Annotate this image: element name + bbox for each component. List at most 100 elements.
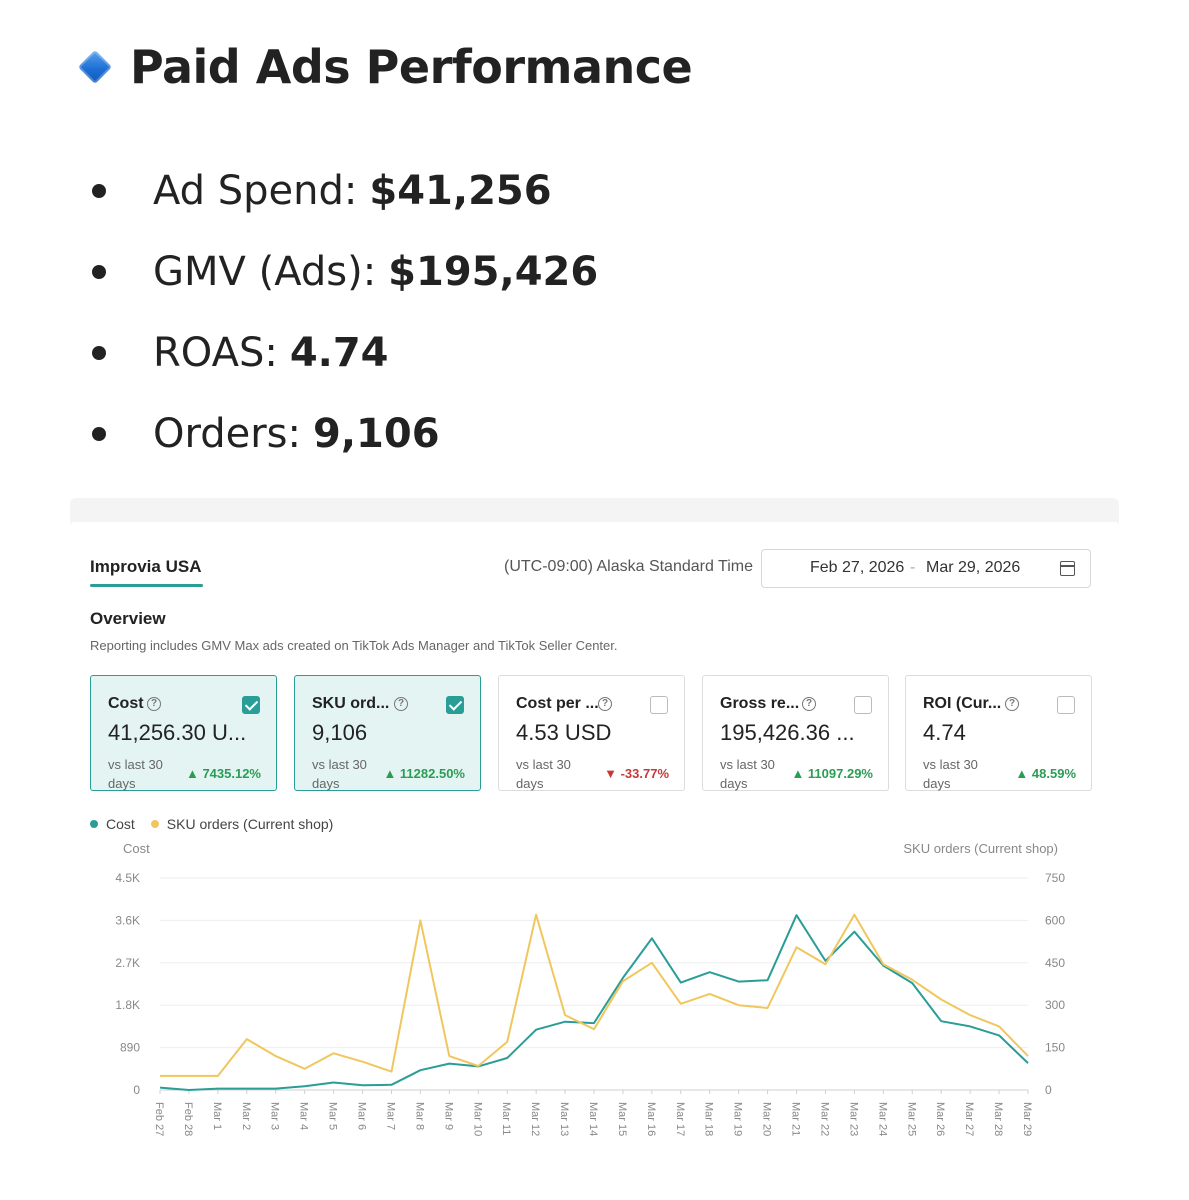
metric-card-gross-revenue[interactable]: Gross re... ? 195,426.36 ... vs last 30 … (702, 675, 889, 791)
series-line-sku-orders (160, 913, 1029, 1077)
legend-dot-icon (150, 820, 159, 828)
x-tick-label: Mar 19 (732, 1102, 744, 1136)
calendar-icon[interactable] (1060, 561, 1075, 576)
bullet-label: GMV (Ads): (153, 248, 377, 295)
dashboard-panel (70, 522, 1119, 1200)
x-tick-label: Mar 27 (963, 1102, 975, 1136)
bullet-value: 9,106 (313, 410, 440, 457)
page-title: Paid Ads Performance (130, 40, 693, 94)
bullet-label: Ad Spend: (153, 167, 358, 214)
metric-card-cost[interactable]: Cost ? 41,256.30 U... vs last 30 days ▲ … (90, 675, 277, 791)
bullet-label: Orders: (153, 410, 301, 457)
x-tick-label: Mar 8 (413, 1102, 425, 1130)
x-tick-label: Mar 2 (240, 1102, 252, 1130)
x-tick-label: Mar 1 (211, 1102, 223, 1130)
metric-value: 9,106 (312, 720, 368, 745)
tab-shop[interactable]: Improvia USA (90, 557, 202, 576)
x-tick-label: Mar 15 (616, 1102, 628, 1136)
metric-checkbox[interactable] (446, 696, 464, 714)
line-chart: Cost SKU orders (Current shop) 0 0 890 150 1.8… (115, 841, 1065, 1136)
chart-legend: Cost SKU orders (Current shop) (90, 816, 349, 832)
metric-value: 4.53 USD (516, 720, 612, 745)
date-separator: - (910, 559, 916, 576)
right-tick-label: 450 (1045, 956, 1065, 970)
metric-checkbox[interactable] (1057, 696, 1075, 714)
x-tick-label: Mar 25 (905, 1102, 917, 1136)
help-icon[interactable]: ? (1005, 697, 1019, 711)
right-tick-label: 600 (1045, 913, 1065, 927)
x-tick-label: Mar 5 (327, 1102, 339, 1130)
bullet-dot-icon (92, 183, 106, 198)
metric-card-roi[interactable]: ROI (Cur... ? 4.74 vs last 30 days ▲ 48.… (905, 675, 1092, 791)
x-tick-label: Mar 9 (442, 1102, 454, 1130)
overview-title: Overview (90, 609, 166, 628)
metric-comparison-label: vs last 30 days (312, 757, 367, 791)
x-tick-label: Feb 27 (153, 1102, 165, 1136)
x-tick-label: Mar 21 (790, 1102, 802, 1136)
x-tick-label: Mar 23 (847, 1102, 859, 1136)
metric-change: ▲ 7435.12% (185, 766, 261, 781)
date-range-picker[interactable]: Feb 27, 2026 - Mar 29, 2026 (761, 549, 1091, 588)
series-line-cost (159, 914, 1029, 1091)
left-tick-label: 890 (120, 1041, 140, 1055)
left-tick-label: 4.5K (115, 871, 140, 885)
x-tick-label: Mar 20 (761, 1102, 773, 1136)
left-tick-label: 2.7K (115, 956, 140, 970)
legend-item-cost[interactable]: Cost (90, 816, 135, 832)
legend-dot-icon (90, 820, 98, 828)
metric-change: ▲ 11097.29% (791, 766, 873, 781)
metric-label: ROI (Cur... (923, 695, 1002, 712)
left-tick-label: 0 (133, 1083, 140, 1097)
metric-change-value: 7435.12% (202, 766, 261, 781)
right-tick-label: 300 (1045, 998, 1065, 1012)
metric-checkbox[interactable] (650, 696, 668, 714)
x-tick-label: Mar 28 (992, 1102, 1004, 1136)
help-icon[interactable]: ? (394, 697, 408, 711)
metric-value: 41,256.30 U... (108, 720, 247, 745)
left-tick-label: 3.6K (115, 913, 140, 927)
x-tick-label: Mar 26 (934, 1102, 946, 1136)
metric-comparison-label: vs last 30 days (516, 757, 571, 791)
blue-diamond-icon (78, 50, 112, 84)
metric-change: ▲ 48.59% (1015, 766, 1076, 781)
metric-card-sku-orders[interactable]: SKU ord... ? 9,106 vs last 30 days ▲ 112… (294, 675, 481, 791)
metric-value: 195,426.36 ... (720, 720, 855, 745)
legend-label: SKU orders (Current shop) (166, 816, 334, 832)
metric-change-value: 11097.29% (807, 766, 873, 781)
metric-change-value: 11282.50% (399, 766, 465, 781)
x-tick-label: Mar 16 (645, 1102, 657, 1136)
x-tick-label: Mar 6 (356, 1102, 368, 1130)
help-icon[interactable]: ? (802, 697, 816, 711)
metric-change: ▲ 11282.50% (383, 766, 465, 781)
x-tick-label: Mar 17 (674, 1102, 686, 1136)
x-tick-label: Mar 22 (818, 1102, 830, 1136)
right-tick-label: 150 (1045, 1041, 1065, 1055)
x-tick-label: Mar 14 (587, 1102, 599, 1136)
help-icon[interactable]: ? (147, 697, 161, 711)
bullet-value: $195,426 (388, 248, 599, 295)
overview-note: Reporting includes GMV Max ads created o… (90, 638, 618, 653)
left-tick-label: 1.8K (115, 998, 140, 1012)
metric-change: ▼ -33.77% (604, 766, 669, 781)
metric-value: 4.74 (923, 720, 966, 745)
legend-item-sku-orders[interactable]: SKU orders (Current shop) (150, 816, 334, 832)
x-tick-label: Mar 3 (269, 1102, 281, 1130)
x-tick-label: Feb 28 (182, 1102, 194, 1136)
timezone-label: (UTC-09:00) Alaska Standard Time (504, 558, 753, 575)
bullet-value: $41,256 (369, 167, 552, 214)
bullet-dot-icon (92, 345, 106, 360)
date-end[interactable]: Mar 29, 2026 (926, 559, 1021, 576)
metric-comparison-label: vs last 30 days (108, 757, 163, 791)
right-axis-title: SKU orders (Current shop) (903, 841, 1058, 856)
help-icon[interactable]: ? (598, 697, 612, 711)
x-tick-label: Mar 11 (500, 1102, 512, 1135)
x-tick-label: Mar 4 (298, 1102, 310, 1130)
metric-card-cost-per-order[interactable]: Cost per ... ? 4.53 USD vs last 30 days … (498, 675, 685, 791)
metric-checkbox[interactable] (854, 696, 872, 714)
metric-checkbox[interactable] (242, 696, 260, 714)
metric-label: SKU ord... (312, 695, 390, 712)
date-start[interactable]: Feb 27, 2026 (810, 559, 905, 576)
bullet-dot-icon (92, 426, 106, 441)
bullet-label: ROAS: (153, 329, 278, 376)
right-tick-label: 750 (1045, 871, 1065, 885)
